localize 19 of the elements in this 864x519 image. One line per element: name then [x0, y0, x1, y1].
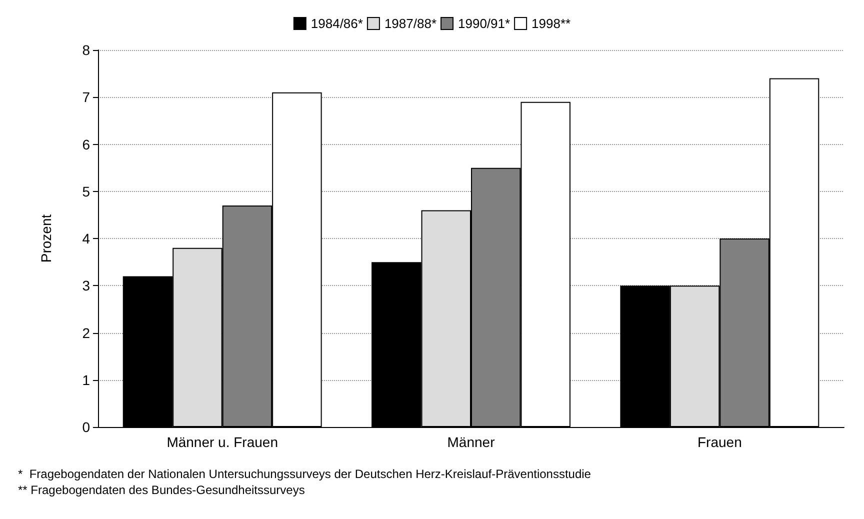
text: * Fragebogendaten der Nationalen Untersuchungssurveys der Deutschen Herz-Kreislauf-Präventionsstudie [18, 467, 592, 481]
y-tick-label: 2 [82, 324, 90, 341]
legend-label: 1990/91* [458, 16, 510, 31]
y-tick-label: 1 [82, 372, 90, 388]
y-tick-label: 0 [82, 419, 90, 435]
text: ** Fragebogendaten des Bundes-Gesundheitssurveys [18, 483, 305, 497]
legend-label: 1987/88* [384, 16, 437, 31]
legend-label: 1998** [532, 16, 571, 31]
y-tick-label: 8 [82, 42, 90, 58]
y-tick-label: 4 [82, 230, 90, 246]
legend-label: 1984/86* [310, 16, 363, 31]
y-tick-label: 7 [82, 89, 90, 106]
y-tick-label: 6 [82, 136, 90, 152]
x-tick-label: Männer u. Frauen [166, 434, 278, 450]
y-axis-title: Prozent [38, 214, 54, 263]
x-tick-label: Frauen [697, 434, 742, 450]
y-tick-label: 3 [82, 278, 90, 294]
x-tick-label: Männer [447, 434, 496, 450]
y-tick-label: 5 [82, 183, 90, 200]
